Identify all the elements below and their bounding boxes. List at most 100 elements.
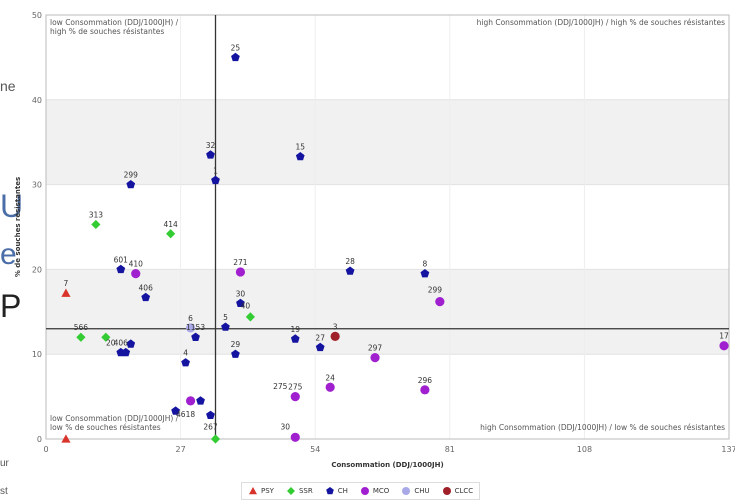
legend-label: CH (337, 487, 348, 495)
quadrant-label: low % de souches résistantes (50, 423, 161, 432)
point-label: 24 (325, 373, 335, 382)
legend-marker (325, 487, 334, 495)
grid-band (46, 354, 729, 439)
point-label: 297 (368, 344, 383, 353)
edge-text-fragment: st (0, 486, 8, 497)
legend-marker (286, 487, 295, 495)
legend-marker-icon (402, 487, 411, 495)
axes (45, 14, 730, 440)
legend-marker-icon (360, 487, 369, 495)
legend-label: CHU (414, 487, 430, 495)
point-label: 275 (273, 382, 288, 391)
data-point-mco (370, 352, 380, 363)
point-label: 1 (213, 166, 218, 175)
point-label: 275 (288, 383, 303, 392)
point-label: 296 (418, 376, 433, 385)
quadrant-label: high Consommation (DDJ/1000JH) / high % … (477, 18, 725, 27)
edge-text-fragment: P (0, 288, 22, 324)
data-point-ch (171, 406, 180, 415)
legend-marker-icon (286, 487, 295, 495)
data-point-ch (236, 298, 245, 307)
point-label: 601 (114, 255, 129, 264)
quadrant-label: high Consommation (DDJ/1000JH) / low % d… (480, 423, 725, 432)
x-tick-label: 27 (176, 445, 186, 454)
data-point-ssr (76, 332, 86, 342)
point-label: 5 (223, 313, 228, 322)
data-point-mco (420, 385, 430, 395)
data-point-ch (191, 332, 200, 341)
data-point-ssr (166, 229, 176, 239)
point-label: 17 (719, 332, 729, 341)
point-label: 299 (428, 285, 443, 294)
grid-band (46, 15, 729, 100)
data-point-ch (141, 292, 151, 302)
legend-label: SSR (298, 487, 313, 495)
point-label: 313 (89, 210, 104, 219)
point-label: 1153 (186, 323, 205, 332)
plot-frame (45, 14, 730, 440)
data-point-chu (185, 323, 196, 333)
data-point-ch (420, 269, 430, 278)
point-label: 8 (422, 260, 427, 269)
grid-band (46, 99, 729, 185)
quadrant-label: low Consommation (DDJ/1000JH) / (50, 18, 179, 27)
point-label: 410 (129, 260, 144, 269)
data-point-ch (211, 175, 220, 185)
data-point-psy (61, 434, 71, 443)
point-label: 28 (345, 257, 355, 266)
data-point-ssr (101, 332, 111, 342)
data-point-mco (290, 392, 300, 402)
legend-item: SSR (286, 486, 313, 496)
data-point-psy (61, 288, 71, 297)
data-point-ch (206, 410, 215, 419)
legend-label: PSY (261, 487, 274, 495)
point-label: 30 (236, 289, 246, 298)
point-label: 29 (231, 340, 241, 349)
edge-text-fragment: ne (0, 78, 16, 94)
y-tick-label: 0 (37, 435, 42, 444)
page-edge-fragments: ne U e P ur st (0, 0, 40, 499)
point-label: 19 (290, 325, 300, 334)
legend-marker-icon (249, 487, 257, 495)
edge-text-fragment: ur (0, 458, 9, 469)
data-point-ch (116, 264, 126, 274)
legend-marker (360, 487, 369, 495)
chart-legend: PSY SSR CH MCO CHU CLCC (241, 482, 481, 500)
legend-marker (442, 487, 451, 495)
y-tick-label: 40 (32, 96, 42, 105)
data-point-mco (290, 432, 300, 442)
data-points (61, 52, 729, 444)
point-label: 20 (106, 339, 116, 348)
point-label: 406 (139, 283, 154, 292)
y-tick-label: 50 (32, 11, 42, 20)
point-label: 40 (241, 301, 251, 310)
data-point-ssr (245, 312, 256, 322)
legend-marker (249, 487, 257, 495)
legend-item: CLCC (442, 486, 473, 496)
point-label: 299 (124, 171, 139, 180)
legend-item: CHU (401, 486, 430, 496)
data-point-mco (325, 382, 335, 392)
data-point-mco (719, 341, 729, 351)
data-point-ch (231, 349, 240, 358)
point-label: 267 (203, 423, 218, 432)
x-tick-label: 108 (577, 445, 592, 454)
data-point-ch (126, 339, 136, 348)
y-tick-label: 10 (32, 350, 42, 359)
data-point-ssr (210, 434, 221, 444)
point-label: 27 (315, 333, 325, 342)
point-label: 3 (333, 322, 338, 331)
edge-text-fragment: e (0, 238, 17, 271)
grid-band (46, 269, 729, 355)
legend-item: CH (325, 486, 348, 496)
point-label: 6 (188, 314, 193, 323)
grid-bands (46, 15, 729, 439)
point-label: 32 (206, 141, 216, 150)
point-label: 15 (295, 143, 305, 152)
data-point-ch (196, 396, 205, 405)
data-point-ch (116, 347, 126, 357)
x-tick-label: 0 (43, 445, 48, 454)
